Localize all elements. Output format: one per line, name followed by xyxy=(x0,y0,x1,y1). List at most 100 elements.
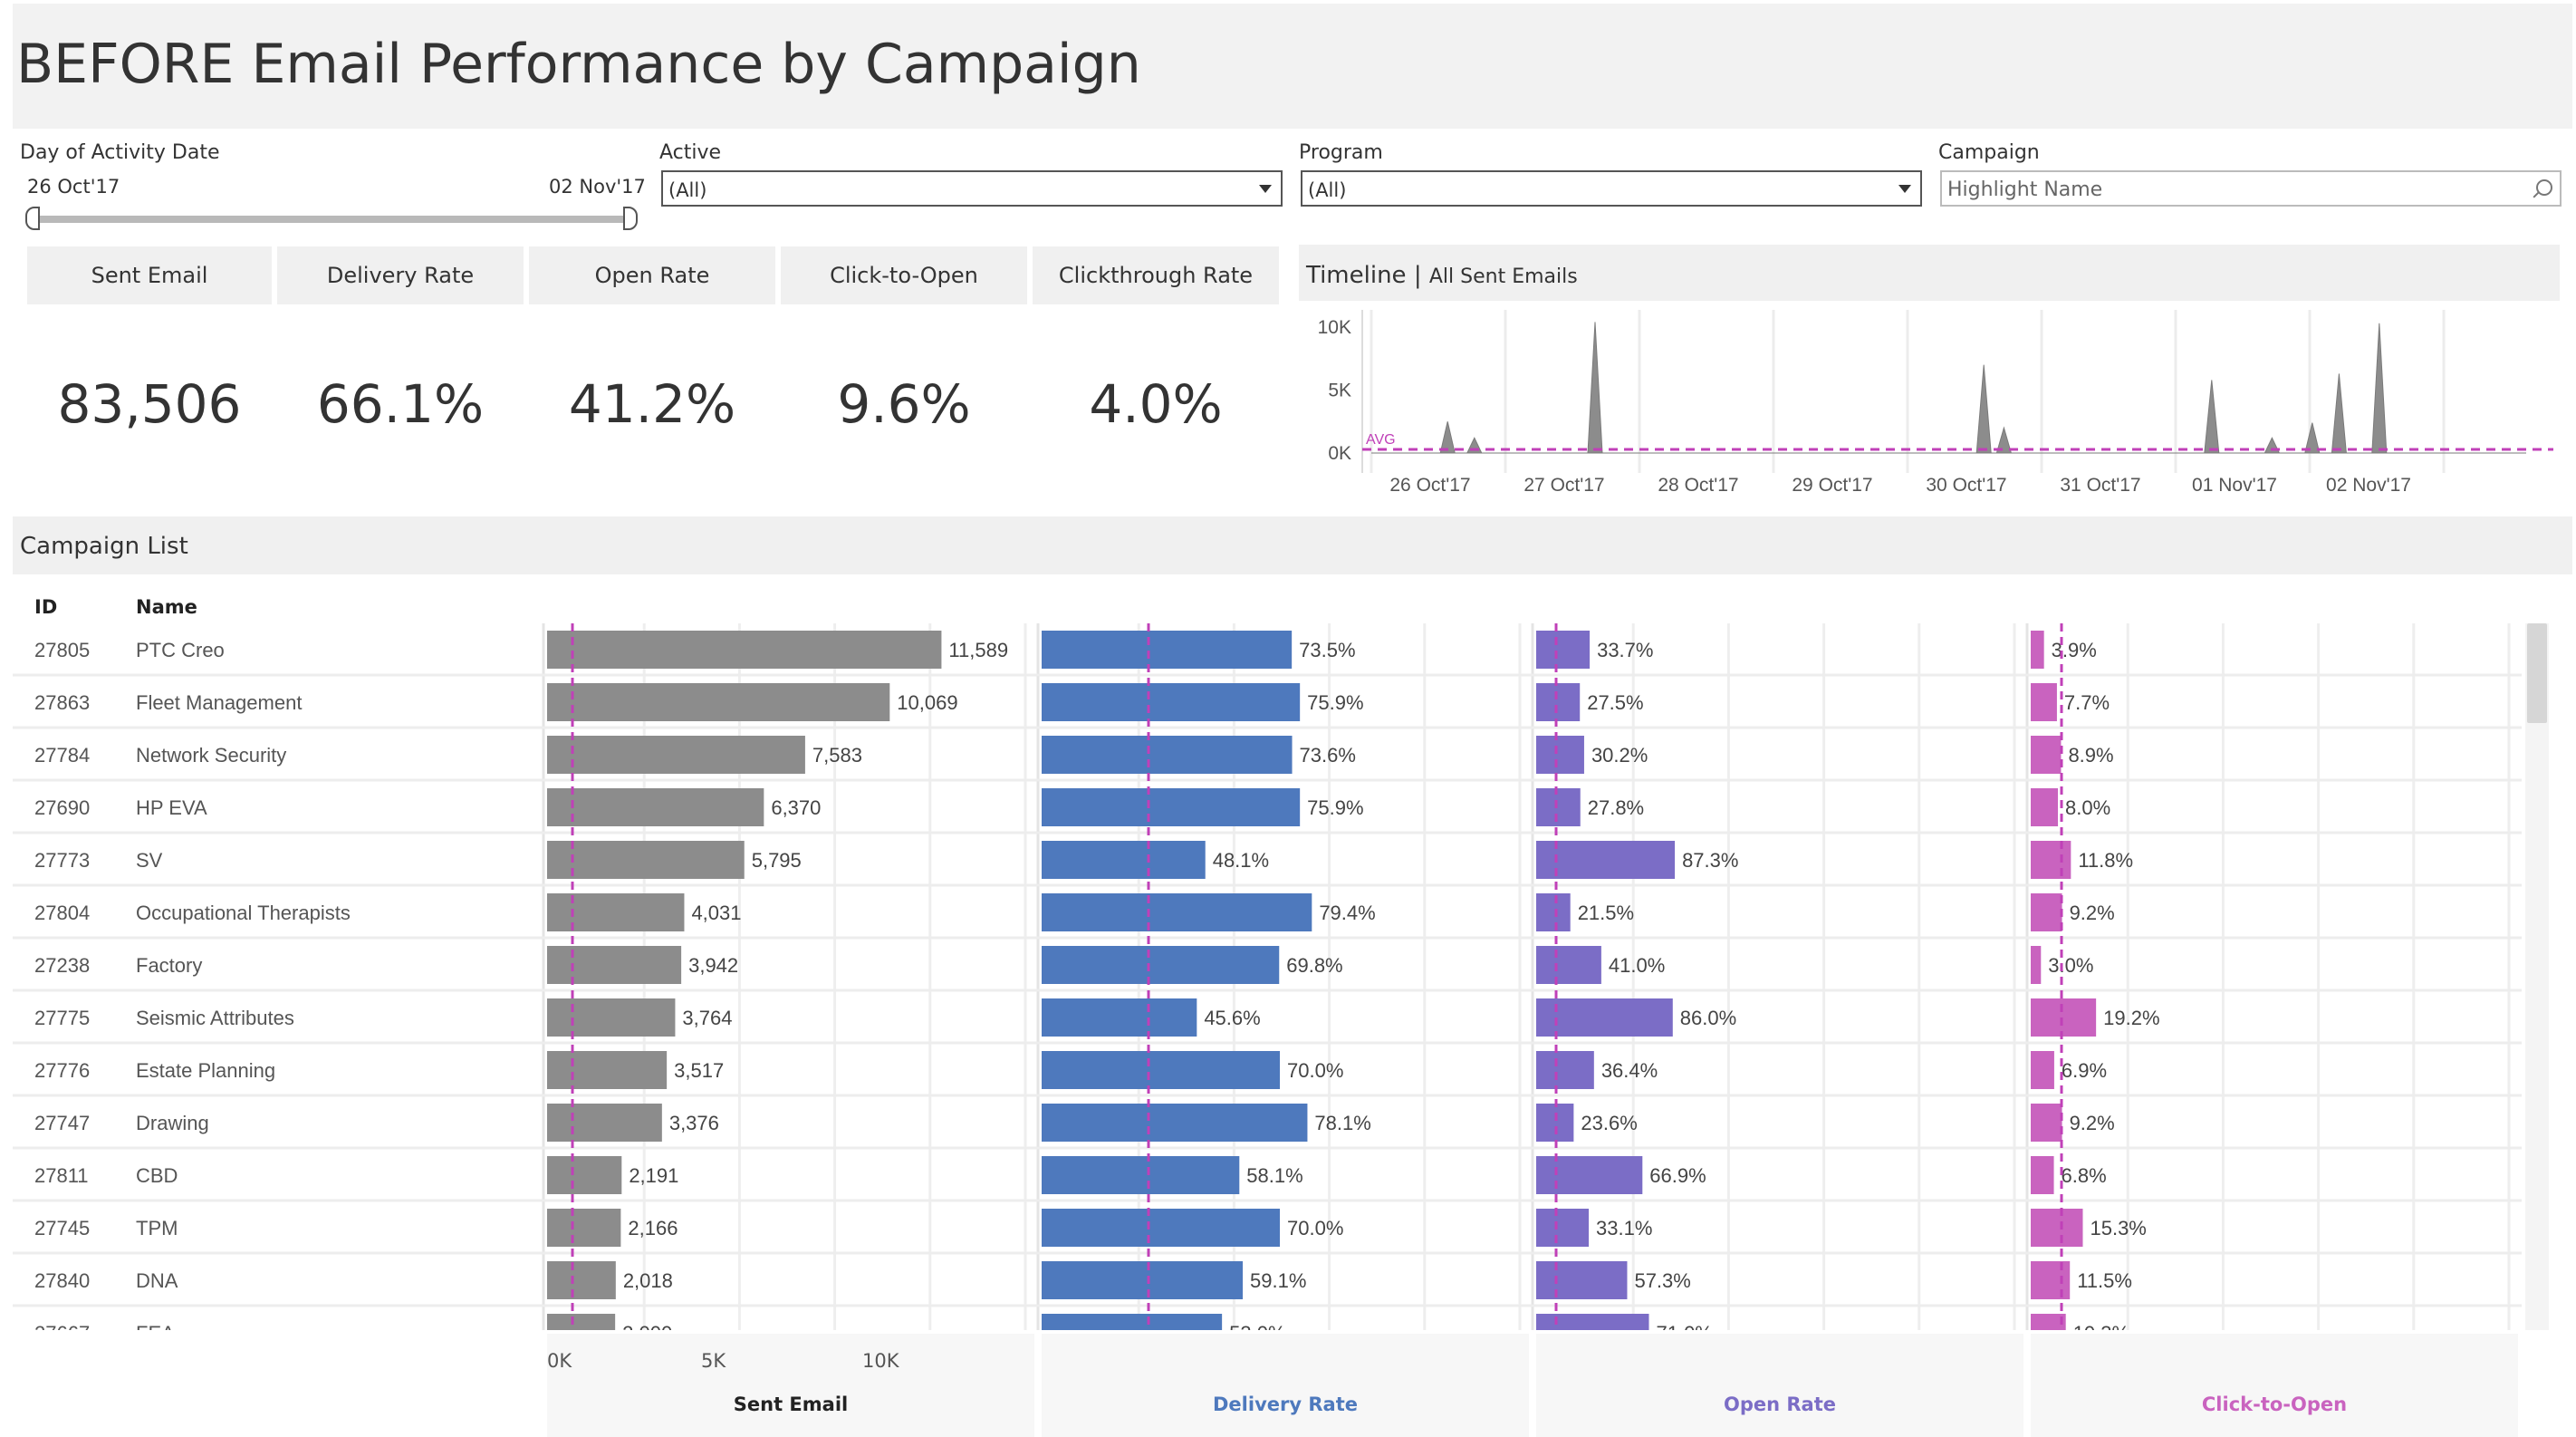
campaign-name: DNA xyxy=(136,1269,178,1292)
timeline-x-tick: 26 Oct'17 xyxy=(1389,475,1470,496)
bar-sent xyxy=(547,631,942,669)
scrollbar-thumb[interactable] xyxy=(2527,623,2547,723)
bar-open xyxy=(1536,893,1571,931)
bar-open xyxy=(1536,1261,1628,1299)
bar-label-delivery: 75.9% xyxy=(1307,796,1363,819)
bar-open xyxy=(1536,683,1581,721)
timeline-x-tick: 01 Nov'17 xyxy=(2192,475,2277,496)
bar-sent xyxy=(547,1261,616,1299)
bar-sent xyxy=(547,1156,622,1194)
bar-delivery xyxy=(1042,1051,1280,1089)
bar-label-cto: 8.0% xyxy=(2065,796,2110,819)
bar-label-open: 41.0% xyxy=(1609,954,1665,977)
bar-open xyxy=(1536,1314,1649,1330)
campaign-name: Seismic Attributes xyxy=(136,1007,294,1029)
timeline-divider: | xyxy=(1413,262,1429,289)
bar-cto xyxy=(2031,1209,2083,1247)
column-header-id[interactable]: ID xyxy=(34,596,58,618)
timeline-x-tick: 28 Oct'17 xyxy=(1658,475,1738,496)
program-select-value: (All) xyxy=(1308,179,1347,201)
bar-sent xyxy=(547,1104,662,1142)
sent-axis-tick: 10K xyxy=(862,1350,899,1372)
campaign-id: 27667 xyxy=(34,1322,90,1330)
date-range-slider[interactable] xyxy=(31,216,632,223)
bar-sent xyxy=(547,1051,668,1089)
bar-label-delivery: 48.1% xyxy=(1213,849,1269,872)
active-select[interactable]: (All) xyxy=(661,170,1283,207)
campaign-search-input[interactable]: Highlight Name xyxy=(1940,170,2562,207)
bar-open xyxy=(1536,998,1673,1037)
sent-axis-tick: 5K xyxy=(701,1350,726,1372)
timeline-x-tick: 31 Oct'17 xyxy=(2060,475,2140,496)
campaign-id: 27863 xyxy=(34,691,90,714)
campaign-search-placeholder: Highlight Name xyxy=(1947,178,2103,201)
bar-sent xyxy=(547,1314,616,1330)
bar-sent xyxy=(547,841,745,879)
bar-cto xyxy=(2031,788,2059,826)
bar-open xyxy=(1536,841,1676,879)
campaign-id: 27745 xyxy=(34,1217,90,1239)
bar-label-open: 27.5% xyxy=(1587,691,1643,714)
bar-label-sent: 3,517 xyxy=(674,1059,724,1082)
delivery-axis-panel xyxy=(1042,1334,1529,1437)
bar-label-delivery: 73.6% xyxy=(1300,744,1356,767)
program-select[interactable]: (All) xyxy=(1301,170,1922,207)
vertical-scrollbar[interactable] xyxy=(2525,623,2549,1330)
bar-sent xyxy=(547,683,890,721)
timeline-subtitle: All Sent Emails xyxy=(1428,265,1578,288)
timeline-title: Timeline | All Sent Emails xyxy=(1306,262,1578,289)
bar-label-open: 27.8% xyxy=(1588,796,1644,819)
slider-start-handle[interactable] xyxy=(25,207,40,230)
column-header-name[interactable]: Name xyxy=(136,596,197,618)
bar-cto xyxy=(2031,631,2044,669)
campaign-name: PTC Creo xyxy=(136,639,225,661)
axis-title-click-to-open[interactable]: Click-to-Open xyxy=(2201,1394,2348,1415)
campaign-name: SV xyxy=(136,849,163,872)
bar-cto xyxy=(2031,841,2071,879)
bar-label-cto: 3.0% xyxy=(2048,954,2093,977)
campaign-id: 27238 xyxy=(34,954,90,977)
bar-label-cto: 7.7% xyxy=(2064,691,2110,714)
bar-label-sent: 11,589 xyxy=(948,639,1008,661)
bar-label-sent: 7,583 xyxy=(812,744,862,767)
bar-label-delivery: 58.1% xyxy=(1246,1164,1302,1187)
bar-label-sent: 10,069 xyxy=(897,691,957,714)
kpi-value-click-to-open: 9.6% xyxy=(837,373,971,435)
bar-delivery xyxy=(1042,1156,1240,1194)
bar-cto xyxy=(2031,1261,2071,1299)
bar-label-sent: 5,795 xyxy=(752,849,802,872)
campaign-list-chart[interactable]: 27805 PTC Creo 11,589 73.5% 33.7% 3.9% 27863 Fl… xyxy=(13,623,2522,1330)
timeline-chart[interactable]: 10K 5K 0K 26 Oct'17 27 Oct'17 28 Oct'17 29 Oct… xyxy=(1299,301,2560,509)
bar-label-open: 33.7% xyxy=(1597,639,1653,661)
bar-label-cto: 11.8% xyxy=(2078,849,2133,872)
campaign-id: 27776 xyxy=(34,1059,90,1082)
timeline-avg-label: AVG xyxy=(1366,432,1396,448)
slider-end-handle[interactable] xyxy=(623,207,638,230)
bar-cto xyxy=(2031,683,2057,721)
open-axis-panel xyxy=(1536,1334,2023,1437)
bar-label-cto: 6.9% xyxy=(2062,1059,2107,1082)
campaign-id: 27784 xyxy=(34,744,90,767)
bar-label-cto: 9.2% xyxy=(2070,1112,2115,1134)
bar-label-cto: 19.2% xyxy=(2103,1007,2159,1029)
timeline-area xyxy=(1371,322,2526,454)
sent-axis-tick: 0K xyxy=(547,1350,572,1372)
bar-delivery xyxy=(1042,631,1293,669)
bar-label-cto: 10.3% xyxy=(2073,1322,2129,1330)
date-filter-label: Day of Activity Date xyxy=(20,141,220,164)
bar-label-sent: 2,166 xyxy=(628,1217,678,1239)
bar-label-delivery: 70.0% xyxy=(1287,1217,1343,1239)
bar-label-cto: 8.9% xyxy=(2068,744,2113,767)
axis-title-sent-email[interactable]: Sent Email xyxy=(733,1394,849,1415)
campaign-id: 27804 xyxy=(34,902,90,924)
axis-title-open-rate[interactable]: Open Rate xyxy=(1723,1394,1836,1415)
bar-delivery xyxy=(1042,788,1301,826)
bar-delivery xyxy=(1042,998,1197,1037)
axis-title-delivery-rate[interactable]: Delivery Rate xyxy=(1213,1394,1358,1415)
bar-sent xyxy=(547,946,682,984)
bar-label-open: 30.2% xyxy=(1591,744,1648,767)
kpi-value-open-rate: 41.2% xyxy=(568,373,736,435)
bar-label-delivery: 59.1% xyxy=(1250,1269,1306,1292)
campaign-name: Drawing xyxy=(136,1112,209,1134)
